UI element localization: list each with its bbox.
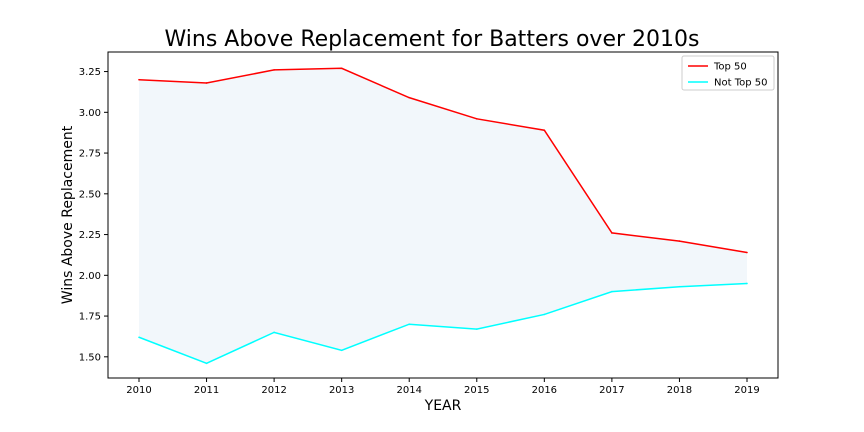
data-point-top-50-2014 <box>408 96 411 99</box>
data-point-top-50-2019 <box>746 251 748 254</box>
y-tick-label: 3.00 <box>79 108 101 119</box>
x-tick-label: 2012 <box>261 385 286 396</box>
legend: Top 50 Not Top 50 <box>681 55 775 91</box>
data-point-top-50-2011 <box>205 82 208 84</box>
y-tick-label: 1.50 <box>79 352 101 363</box>
data-point-not-top-50-2016 <box>543 313 546 316</box>
y-tick-label: 2.75 <box>79 149 101 160</box>
x-tick-label: 2016 <box>532 385 557 396</box>
x-tick-label: 2017 <box>599 385 624 396</box>
y-tick-label: 2.00 <box>79 271 101 282</box>
x-tick-label: 2019 <box>734 385 759 396</box>
data-point-top-50-2012 <box>273 69 275 71</box>
plot-frame <box>107 51 779 379</box>
y-tick-label: 1.75 <box>79 312 101 323</box>
chart-title: Wins Above Replacement for Batters over … <box>165 27 700 52</box>
x-tick-label: 2018 <box>667 385 692 396</box>
y-tick-label: 2.50 <box>79 189 101 200</box>
data-point-not-top-50-2015 <box>475 328 478 330</box>
legend-label-top-50: Top 50 <box>713 62 747 73</box>
data-point-top-50-2018 <box>678 240 681 242</box>
data-point-not-top-50-2010 <box>138 336 140 339</box>
data-point-not-top-50-2014 <box>408 323 411 326</box>
x-tick-label: 2014 <box>396 385 421 396</box>
y-axis-title: Wins Above Replacement <box>60 125 76 304</box>
fill-between-area <box>139 68 747 364</box>
data-point-not-top-50-2013 <box>340 349 343 352</box>
data-point-not-top-50-2012 <box>273 331 275 334</box>
data-point-top-50-2015 <box>475 118 478 120</box>
x-tick-label: 2011 <box>194 385 219 396</box>
data-point-top-50-2017 <box>611 232 613 234</box>
x-axis-title: YEAR <box>424 398 462 414</box>
y-tick-label: 3.25 <box>79 67 101 78</box>
data-point-not-top-50-2018 <box>678 285 681 288</box>
x-tick-label: 2015 <box>464 385 489 396</box>
data-point-not-top-50-2011 <box>205 362 208 365</box>
series-line-top-50 <box>138 67 748 254</box>
data-point-top-50-2010 <box>138 78 140 81</box>
data-point-not-top-50-2017 <box>611 290 613 293</box>
y-tick-label: 2.25 <box>79 230 101 241</box>
data-point-top-50-2013 <box>340 67 343 70</box>
series-line-not-top-50 <box>138 282 748 365</box>
x-tick-label: 2013 <box>329 385 354 396</box>
data-point-top-50-2016 <box>543 129 546 132</box>
x-tick-label: 2010 <box>126 385 151 396</box>
legend-label-not-top-50: Not Top 50 <box>714 78 767 89</box>
data-point-not-top-50-2019 <box>746 282 748 285</box>
